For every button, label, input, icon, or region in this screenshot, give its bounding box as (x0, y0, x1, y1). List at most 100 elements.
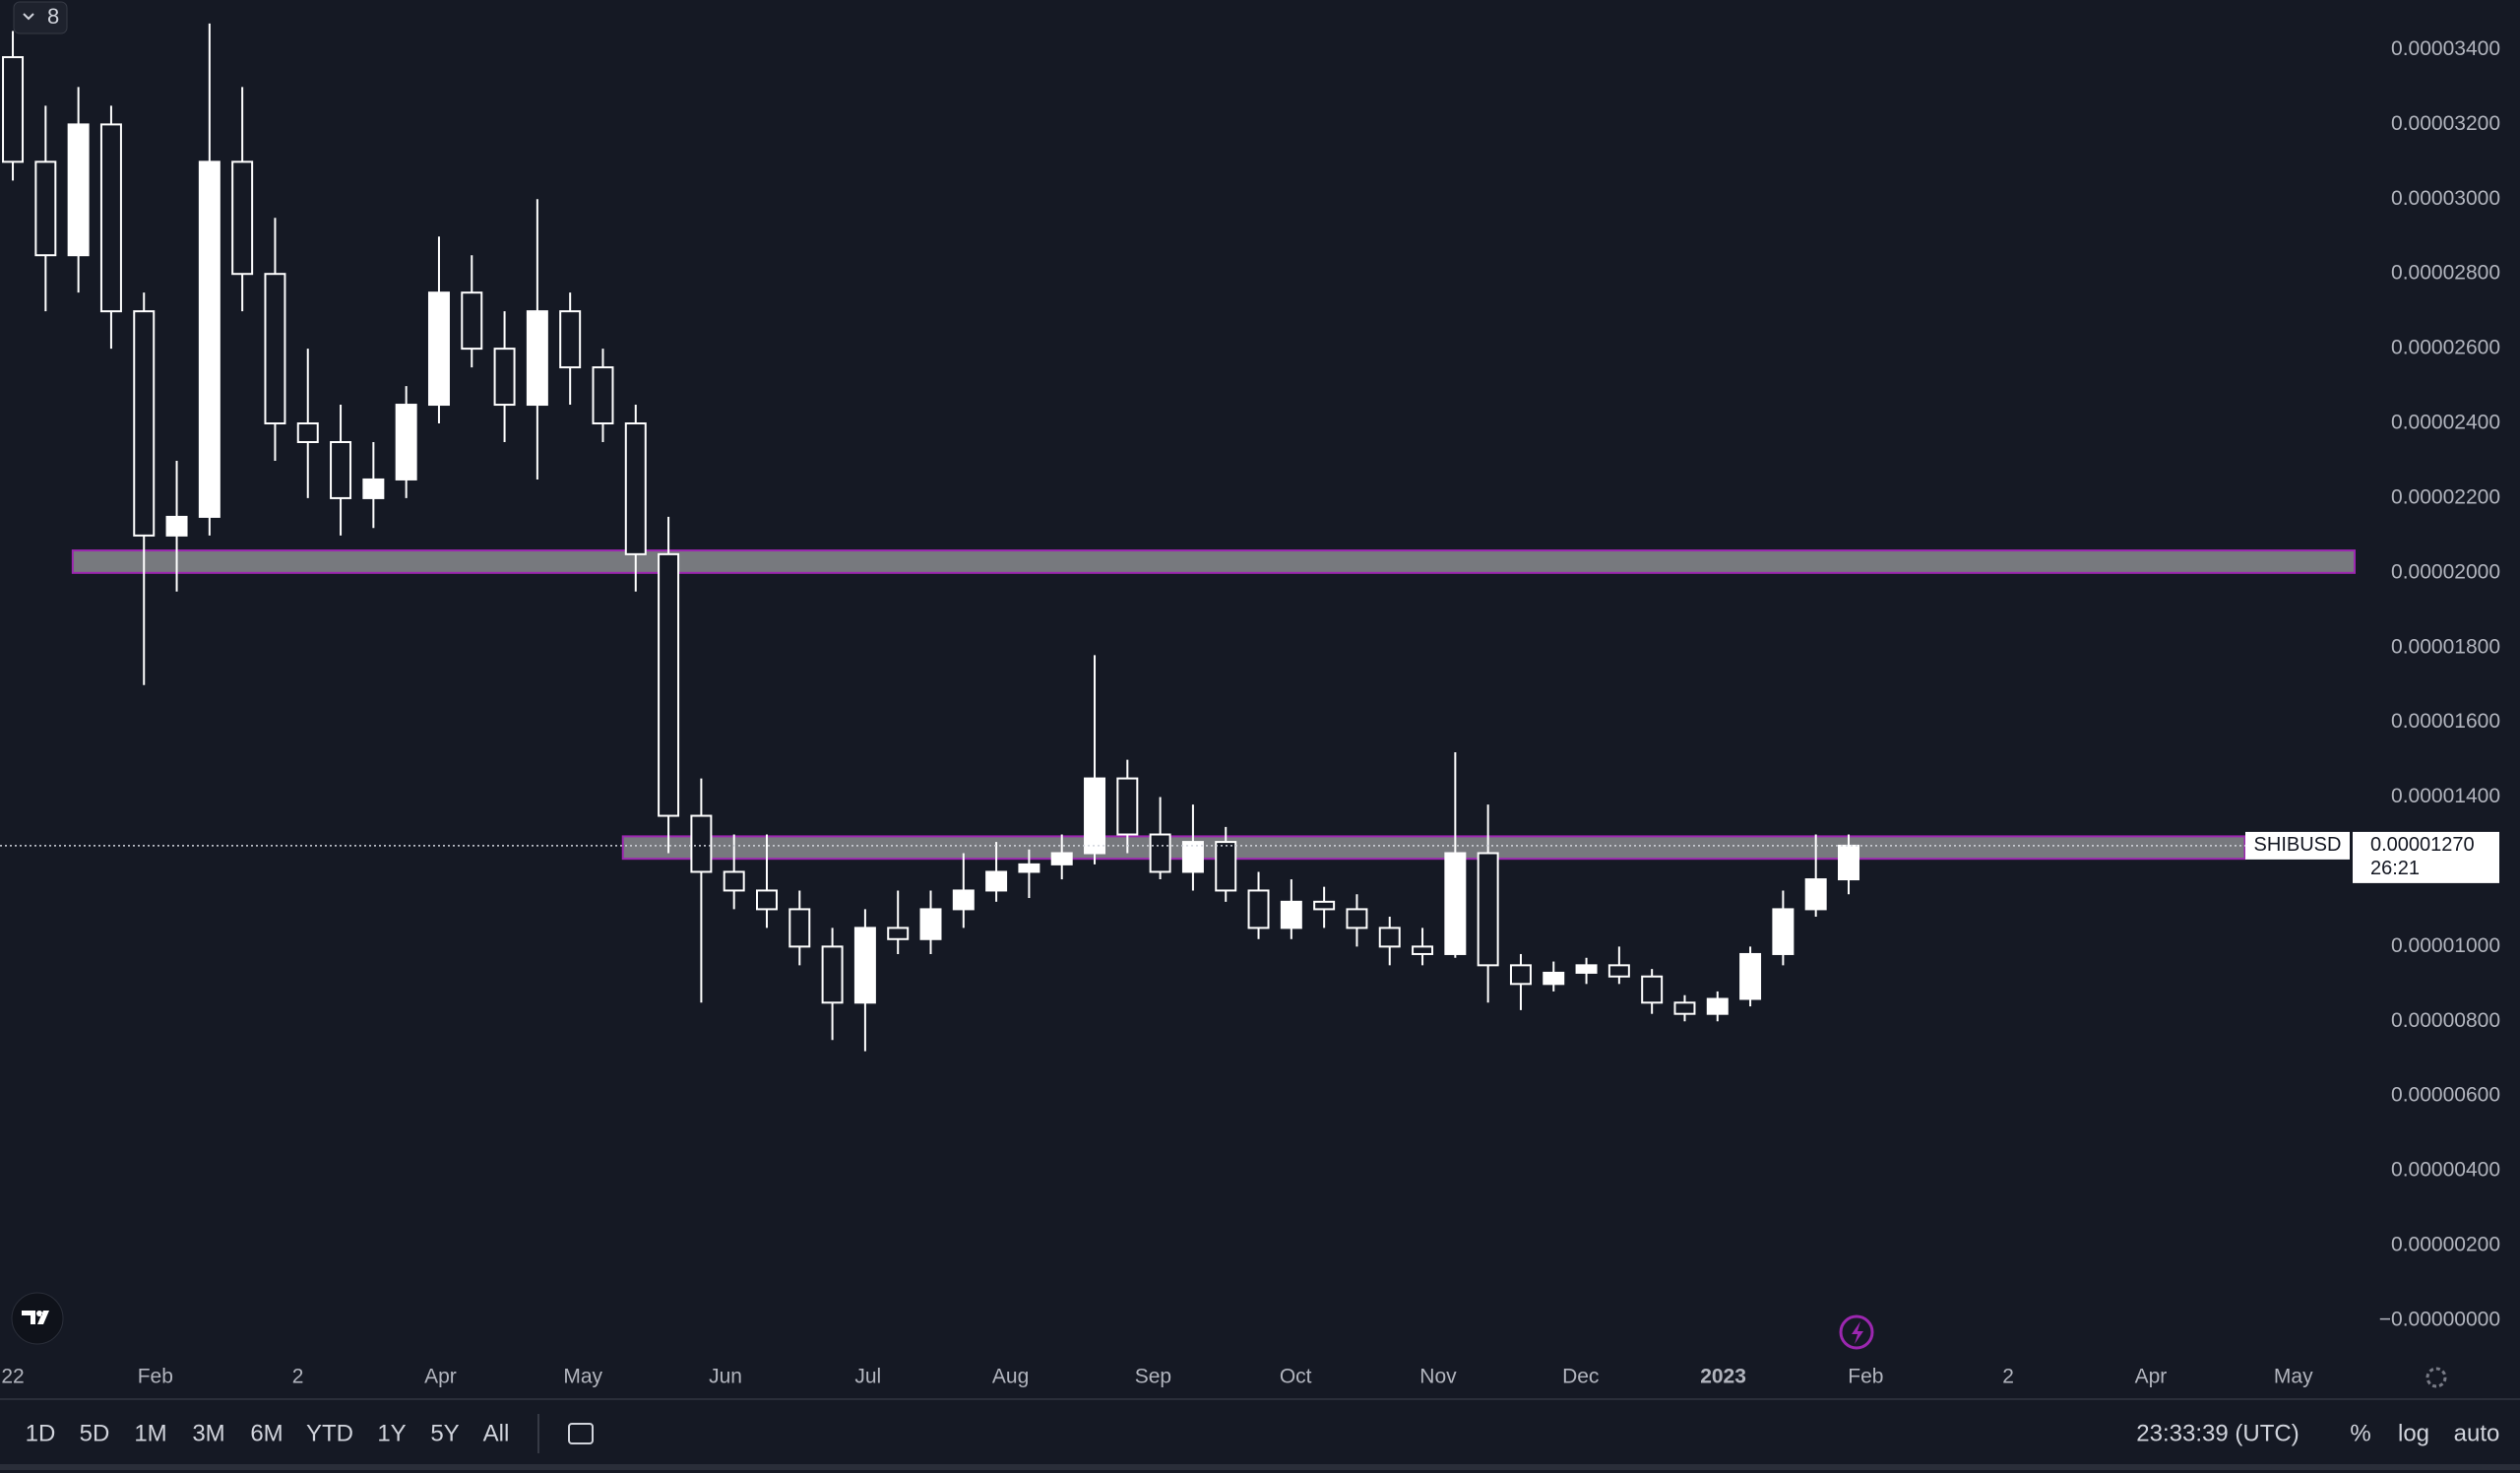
y-tick-label: 0.00003400 (2391, 37, 2500, 60)
series-toggle[interactable] (13, 1, 68, 34)
y-tick-label: 0.00002600 (2391, 337, 2500, 359)
x-tick-label: Feb (138, 1366, 173, 1388)
range-button[interactable]: 1M (134, 1420, 166, 1446)
candle-body (1149, 833, 1171, 873)
candle-body (264, 273, 286, 425)
range-button[interactable]: 6M (250, 1420, 283, 1446)
candle-body (1543, 971, 1565, 986)
logo-mark (22, 1311, 49, 1324)
range-button[interactable]: 3M (192, 1420, 224, 1446)
candle-body (133, 310, 156, 537)
y-tick-label: 0.00001400 (2391, 785, 2500, 807)
tradingview-logo[interactable] (11, 1292, 64, 1345)
scale-option[interactable]: % (2350, 1420, 2370, 1446)
candle-body (330, 440, 352, 499)
candle-body (592, 366, 614, 425)
y-tick-label: 0.00002400 (2391, 412, 2500, 434)
y-tick-label: 0.00000200 (2391, 1234, 2500, 1256)
x-tick-label: Jun (709, 1366, 742, 1388)
zone (71, 549, 2357, 574)
range-button[interactable]: 5Y (430, 1420, 459, 1446)
range-button[interactable]: 1D (26, 1420, 56, 1446)
chevron-icon (23, 13, 34, 21)
candle-body (1313, 900, 1336, 911)
y-tick-label: 0.00000800 (2391, 1009, 2500, 1032)
x-tick-label: 22 (1, 1366, 24, 1388)
y-tick-label: −0.00000000 (2379, 1308, 2500, 1330)
candle-body (362, 478, 385, 499)
candle-body (526, 310, 548, 407)
x-tick-label: Dec (1562, 1366, 1599, 1388)
candle-body (690, 814, 713, 873)
candle-body (1477, 852, 1499, 967)
candle-body (165, 515, 188, 537)
candle-body (395, 404, 417, 480)
candle-body (1804, 878, 1827, 911)
clock: 23:33:39 (UTC) (2136, 1420, 2299, 1446)
y-tick-label: 0.00001600 (2391, 710, 2500, 733)
x-tick-label: Feb (1848, 1366, 1883, 1388)
x-tick-label: Aug (992, 1366, 1029, 1388)
range-button[interactable]: All (483, 1420, 510, 1446)
candle-body (427, 291, 450, 407)
price-label-box (2353, 831, 2499, 883)
lightning (1852, 1321, 1863, 1344)
candle-body (658, 552, 680, 817)
candle-body (1772, 908, 1795, 955)
candle-body (756, 889, 778, 911)
x-tick-label: 2 (292, 1366, 304, 1388)
bottom-toolbar: 1D 5D 1M 3M 6M YTD 1Y 5Y All 23:33:39 (UTC)% log au… (26, 1420, 2500, 1446)
x-tick-label: Sep (1135, 1366, 1171, 1388)
candle-body (2, 56, 25, 163)
plot-area (0, 23, 2357, 1052)
candle-body (67, 123, 90, 257)
candle-body (624, 422, 647, 555)
candle-body (99, 123, 122, 313)
candle-body (1673, 1001, 1696, 1015)
y-tick-label: 0.00002800 (2391, 262, 2500, 285)
scale-option[interactable]: auto (2454, 1420, 2500, 1446)
y-tick-label: 0.00002000 (2391, 560, 2500, 583)
countdown: 26:21 (2370, 858, 2420, 879)
candle-body (887, 927, 910, 940)
candle-body (1181, 841, 1204, 873)
candle-body (952, 889, 975, 911)
symbol-label-box (2245, 831, 2350, 860)
range-button[interactable]: 1Y (377, 1420, 406, 1446)
y-tick-label: 0.00001800 (2391, 635, 2500, 658)
candle-body (1346, 908, 1368, 929)
y-tick-label: 0.00002200 (2391, 485, 2500, 508)
candle-body (1116, 777, 1139, 836)
y-tick-label: 0.00003200 (2391, 112, 2500, 135)
candle-body (1378, 927, 1401, 948)
candle-body (1247, 889, 1270, 929)
candle-body (821, 945, 844, 1004)
candle-body (1444, 852, 1467, 955)
events-icon[interactable] (1839, 1314, 1874, 1350)
date-range-icon[interactable] (568, 1423, 594, 1444)
candle-body (461, 291, 483, 351)
x-tick-label: 2 (2002, 1366, 2014, 1388)
candle-body (853, 927, 876, 1004)
symbol-label: SHIBUSD (2254, 834, 2342, 856)
candle-body (788, 908, 811, 948)
price-label: 0.00001270 (2370, 834, 2475, 856)
x-tick-label: Oct (1280, 1366, 1312, 1388)
x-tick-label: Jul (854, 1366, 881, 1388)
candle-body (919, 908, 942, 940)
series-count: 8 (47, 4, 59, 29)
candle-body (198, 160, 220, 518)
settings-icon[interactable] (2426, 1367, 2447, 1388)
candle-body (1641, 975, 1664, 1004)
range-button[interactable]: YTD (306, 1420, 353, 1446)
y-tick-label: 0.00000600 (2391, 1084, 2500, 1107)
candle-body (1412, 945, 1434, 955)
candle-body (1215, 841, 1237, 892)
scale-option[interactable]: log (2398, 1420, 2429, 1446)
candle-body (1575, 964, 1598, 974)
x-tick-label: Nov (1419, 1366, 1457, 1388)
x-tick-label: Apr (2135, 1366, 2168, 1388)
candle-body (1018, 863, 1040, 873)
range-button[interactable]: 5D (80, 1420, 110, 1446)
